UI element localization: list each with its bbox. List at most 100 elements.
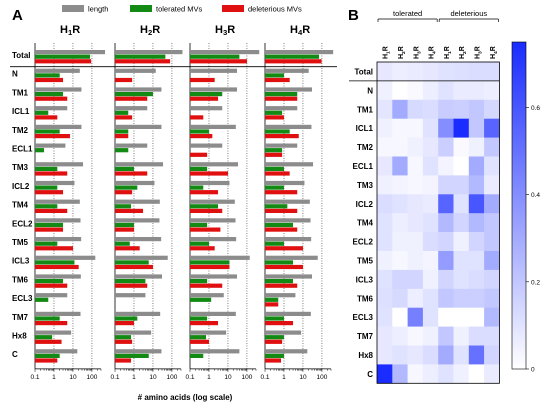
heatmap-row-label: TM4 [357,219,374,228]
bar-deleterious-mvs [190,190,219,195]
row-label: TM5 [12,238,29,247]
heatmap-cell [468,118,485,138]
bar-deleterious-mvs [265,115,284,120]
bar-length [190,237,237,242]
heatmap-cell [438,364,454,384]
heatmap-cell [484,288,500,308]
bar-deleterious-mvs [115,115,133,120]
bar-deleterious-mvs [35,283,68,288]
heatmap-cell [453,213,470,233]
bar-tolerated-mvs [115,92,153,97]
heatmap-cell [484,137,500,157]
x-tick-label: 1 [132,374,136,381]
row-label: ICL2 [12,182,30,191]
bar-deleterious-mvs [115,227,134,232]
heatmap-cell [468,213,485,233]
heatmap-cell [377,194,393,214]
heatmap-cell [468,326,485,346]
bar-deleterious-mvs [35,264,79,270]
bar-length [115,293,146,298]
x-tick-label: 100 [317,374,328,381]
heatmap-cell [392,99,408,119]
heatmap-cell [468,288,485,308]
heatmap-cell [407,175,424,195]
heatmap-cell [422,213,439,233]
bar-tolerated-mvs [265,297,279,302]
legend-label: deleterious MVs [248,5,302,14]
bar-tolerated-mvs [265,353,284,358]
bar-length [115,124,162,129]
bar-deleterious-mvs [265,321,294,326]
bar-length [35,162,84,167]
heatmap-cell [484,156,500,176]
heatmap-column-label: H2R [459,46,468,59]
bar-tolerated-mvs [35,185,58,190]
row-label: TM3 [12,163,29,172]
heatmap-cell [422,326,439,346]
heatmap-cell [422,137,439,157]
bar-tolerated-mvs [35,241,58,246]
heatmap-cell [484,269,500,290]
heatmap-column-label: H4R [429,46,438,59]
bar-length [115,274,163,279]
heatmap-cell [422,251,439,271]
heatmap-column-label: H1R [383,46,392,59]
bar-tolerated-mvs [115,353,149,358]
bar-length [115,180,155,186]
heatmap-cell [484,213,500,233]
heatmap-cell [377,137,393,157]
bar-length [190,143,223,148]
x-tick-label: 1 [207,374,211,381]
heatmap-cell [377,213,393,233]
bar-deleterious-mvs [35,171,68,176]
bar-deleterious-mvs [190,339,209,344]
bar-length [115,218,160,223]
bar-deleterious-mvs [190,246,215,251]
bar-length [265,124,312,129]
bar-tolerated-mvs [115,241,130,246]
bar-length [115,50,183,55]
bar-tolerated-mvs [190,279,208,284]
bar-length [265,274,313,279]
bar-length [190,274,238,279]
heatmap-cell [407,213,424,233]
bar-length [35,68,80,73]
heatmap-cell [438,175,454,195]
heatmap-cell [392,269,408,290]
bar-length [35,255,96,260]
bar-length [265,50,334,55]
x-tick-label: 10 [69,374,77,381]
bar-deleterious-mvs [265,59,322,64]
bar-tolerated-mvs [35,353,60,358]
x-tick-label: 1 [282,374,286,381]
row-label: TM2 [12,126,29,135]
heatmap-cell [377,156,393,176]
legend-label: tolerated MVs [156,5,203,14]
heatmap-cell [392,232,408,252]
heatmap-cell [377,232,393,252]
row-label: ECL1 [12,145,33,154]
heatmap-cell [422,269,439,290]
bar-length [190,106,223,111]
heatmap-cell [468,62,485,82]
heatmap-cell [422,345,439,365]
bar-tolerated-mvs [115,279,146,284]
heatmap-cell [422,62,439,82]
bar-tolerated-mvs [265,222,294,228]
bar-tolerated-mvs [265,335,284,340]
heatmap-cell [468,156,485,176]
heatmap-cell [392,62,408,82]
bar-tolerated-mvs [190,316,208,321]
x-tick-label: 0.1 [30,374,39,381]
bar-length [35,106,68,111]
bar-length [115,349,162,354]
heatmap-cell [438,80,454,101]
heatmap-row-label: ECL1 [353,162,374,171]
bar-length [190,87,238,92]
bar-length [35,274,81,279]
bar-tolerated-mvs [115,316,138,321]
x-tick-label: 100 [87,374,98,381]
bar-tolerated-mvs [265,92,298,97]
bar-tolerated-mvs [35,279,64,284]
bar-deleterious-mvs [190,77,215,83]
